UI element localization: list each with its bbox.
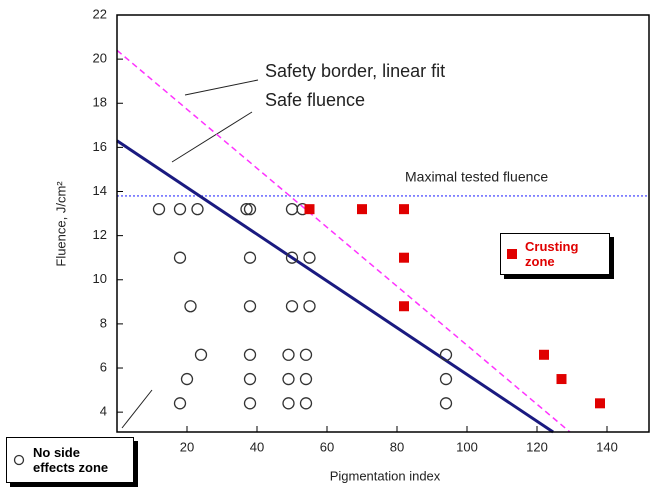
point <box>240 203 253 216</box>
point <box>243 372 257 386</box>
legend-swatch <box>507 249 517 259</box>
legend-item: Crusting zone <box>500 233 610 275</box>
point <box>282 397 295 410</box>
y-tick-label: 14 <box>93 183 107 198</box>
point <box>285 300 299 313</box>
point <box>399 301 409 312</box>
y-axis-title: Fluence, J/cm² <box>53 181 68 267</box>
point <box>194 348 208 361</box>
point <box>243 203 257 216</box>
point <box>539 349 549 360</box>
x-tick-label: 140 <box>596 439 618 454</box>
annotation-pointer <box>121 389 153 429</box>
legend-marker <box>507 249 517 259</box>
point <box>439 372 453 386</box>
x-tick-label: 100 <box>456 439 478 454</box>
point <box>357 204 367 215</box>
annotation: Safety border, linear fit <box>265 61 445 81</box>
point <box>243 348 257 361</box>
legend-label: Crusting zone <box>525 239 579 269</box>
point <box>303 251 316 264</box>
annotation: Safe fluence <box>265 90 365 110</box>
y-tick-label: 12 <box>93 227 107 242</box>
point <box>191 203 204 216</box>
fit-line <box>116 49 571 433</box>
y-tick-label: 6 <box>100 359 107 374</box>
x-tick-label: 80 <box>390 439 404 454</box>
point <box>173 251 187 264</box>
point <box>282 348 295 361</box>
point <box>173 397 187 410</box>
point <box>303 300 316 313</box>
point <box>285 203 299 216</box>
plot-frame <box>116 14 650 433</box>
point <box>243 251 257 264</box>
x-axis-title: Pigmentation index <box>330 468 441 483</box>
x-tick-label: 120 <box>526 439 548 454</box>
y-tick-label: 10 <box>93 271 107 286</box>
annotation-pointer <box>184 79 259 96</box>
y-tick-label: 22 <box>93 6 107 21</box>
point <box>299 397 313 410</box>
x-tick-label: 20 <box>180 439 194 454</box>
point <box>243 300 257 313</box>
point <box>152 203 166 216</box>
legend-marker <box>13 454 25 466</box>
point <box>285 251 299 264</box>
fit-line <box>116 139 554 434</box>
y-tick-label: 8 <box>100 315 107 330</box>
annotation: Maximal tested fluence <box>405 169 548 185</box>
point <box>439 348 453 361</box>
x-tick-label: 40 <box>250 439 264 454</box>
x-tick-label: 60 <box>320 439 334 454</box>
point <box>282 372 295 386</box>
point <box>439 397 453 410</box>
legend-label: No side effects zone <box>33 445 109 475</box>
point <box>595 398 605 409</box>
point <box>299 372 313 386</box>
point <box>180 372 194 386</box>
point <box>399 252 409 263</box>
legend-swatch <box>13 454 25 466</box>
point <box>304 204 315 215</box>
y-tick-label: 20 <box>93 51 107 66</box>
y-tick-label: 4 <box>100 404 107 419</box>
annotation-pointer <box>171 111 253 163</box>
point <box>173 203 187 216</box>
point <box>399 204 409 215</box>
legend-item: No side effects zone <box>6 437 134 483</box>
point <box>243 397 257 410</box>
point <box>299 348 313 361</box>
y-tick-label: 16 <box>93 139 107 154</box>
point <box>184 300 197 313</box>
y-tick-label: 18 <box>93 95 107 110</box>
point <box>556 374 567 385</box>
